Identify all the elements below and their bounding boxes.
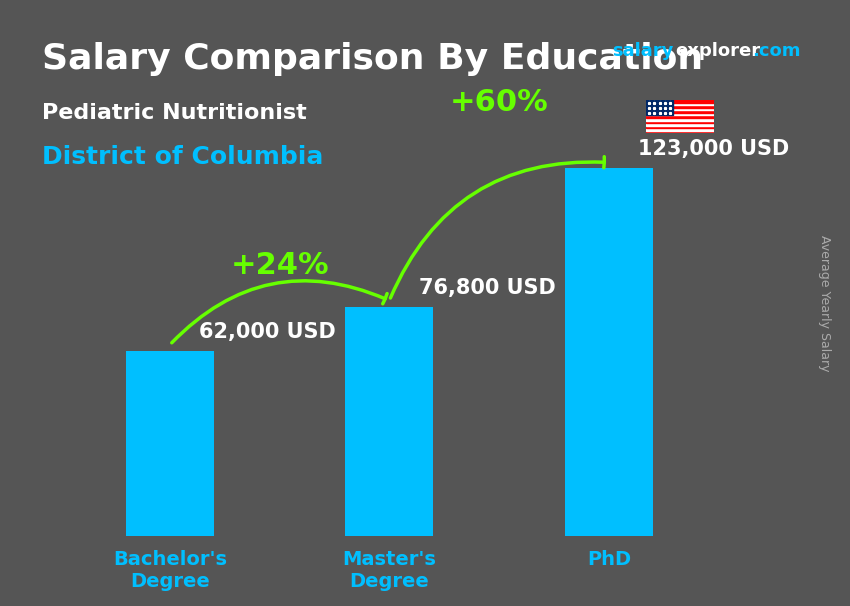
- Text: Average Yearly Salary: Average Yearly Salary: [818, 235, 831, 371]
- Text: salary: salary: [612, 42, 673, 61]
- Text: Pediatric Nutritionist: Pediatric Nutritionist: [42, 103, 307, 123]
- Bar: [646, 100, 714, 102]
- Bar: [646, 113, 714, 115]
- Bar: [345, 307, 434, 536]
- Text: 62,000 USD: 62,000 USD: [199, 322, 336, 342]
- Text: 123,000 USD: 123,000 USD: [638, 139, 790, 159]
- Text: +60%: +60%: [450, 88, 548, 117]
- Bar: [646, 108, 714, 110]
- Bar: [126, 351, 213, 536]
- Bar: [646, 102, 714, 105]
- Bar: [646, 131, 714, 133]
- Text: Salary Comparison By Education: Salary Comparison By Education: [42, 42, 704, 76]
- Text: .com: .com: [752, 42, 801, 61]
- Text: District of Columbia: District of Columbia: [42, 145, 324, 170]
- Text: 76,800 USD: 76,800 USD: [418, 278, 555, 298]
- Text: explorer: explorer: [676, 42, 761, 61]
- Bar: [646, 118, 714, 121]
- Bar: [646, 125, 714, 128]
- Bar: [646, 105, 714, 108]
- Bar: [646, 128, 714, 131]
- Bar: [646, 121, 714, 123]
- Bar: [646, 115, 714, 118]
- Bar: [646, 110, 714, 113]
- Bar: [565, 168, 653, 536]
- Bar: [646, 123, 714, 125]
- Text: +24%: +24%: [230, 251, 329, 280]
